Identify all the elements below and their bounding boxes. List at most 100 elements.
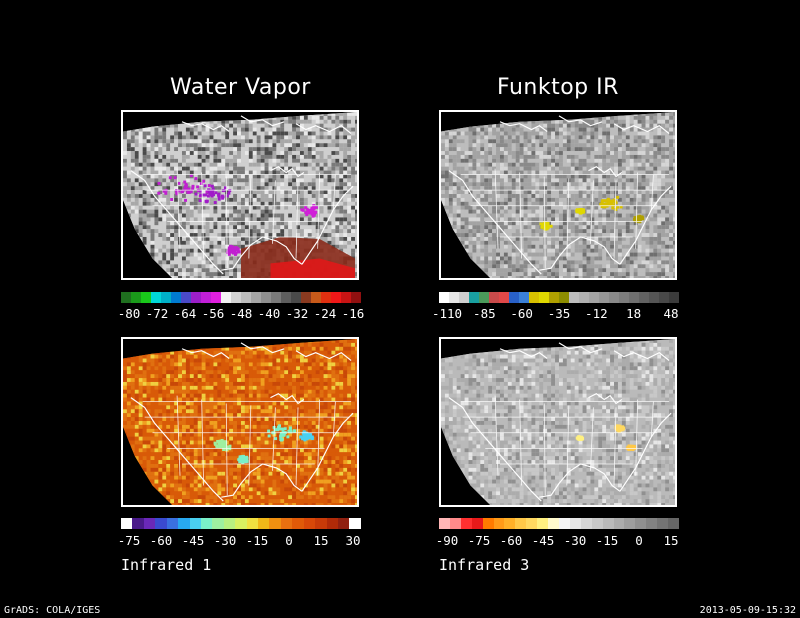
ticks-infrared-1: -75 -60 -45 -30 -15 0 15 30 [117, 533, 361, 549]
colorbar-tick-label: -48 [229, 306, 253, 321]
colorbar-swatch [529, 292, 539, 303]
colorbar-tick-label: -12 [585, 306, 608, 321]
colorbar-swatch [569, 518, 581, 529]
colorbar-swatch [211, 292, 221, 303]
colorbar-swatch [519, 292, 529, 303]
colorbar-swatch [449, 518, 461, 529]
colorbar-swatch [271, 292, 281, 303]
colorbar-swatch [493, 518, 505, 529]
colorbar-swatch [639, 292, 649, 303]
colorbar-swatch [609, 292, 619, 303]
colorbar-swatch [231, 292, 241, 303]
colorbar-swatch [131, 292, 141, 303]
colorbar-swatch [251, 292, 261, 303]
colorbar-swatch [171, 292, 181, 303]
colorbar-swatch [548, 518, 559, 529]
colorbar-tick-label: -85 [473, 306, 496, 321]
colorbar-swatch [649, 292, 659, 303]
colorbar-swatch [301, 292, 311, 303]
colorbar-swatch [471, 518, 483, 529]
panel-title-funktop-ir: Funktop IR [497, 75, 619, 100]
colorbar-infrared-1 [121, 518, 361, 529]
ticks-infrared-3: -90 -75 -60 -45 -30 -15 0 15 [435, 533, 679, 549]
colorbar-swatch [223, 518, 236, 529]
colorbar-swatch [269, 518, 281, 529]
colorbar-tick-label: -30 [213, 533, 237, 548]
colorbar-swatch [303, 518, 316, 529]
map-infrared-3 [441, 339, 675, 505]
colorbar-swatch [191, 292, 201, 303]
colorbar-swatch [624, 518, 636, 529]
colorbar-swatch [599, 292, 609, 303]
colorbar-swatch [166, 518, 179, 529]
colorbar-swatch [281, 292, 291, 303]
colorbar-tick-label: -45 [531, 533, 555, 548]
ticks-water-vapor: -80 -72 -64 -56 -48 -40 -32 -24 -16 [118, 306, 365, 322]
map-panel-water-vapor [121, 110, 359, 280]
colorbar-swatch [132, 518, 144, 529]
colorbar-swatch [121, 292, 131, 303]
colorbar-swatch [439, 292, 449, 303]
colorbar-tick-label: 15 [313, 533, 329, 548]
colorbar-tick-label: 0 [635, 533, 643, 548]
colorbar-swatch [669, 292, 679, 303]
colorbar-swatch [241, 292, 251, 303]
colorbar-tick-label: -72 [145, 306, 169, 321]
colorbar-swatch [602, 518, 614, 529]
colorbar-swatch [291, 292, 301, 303]
colorbar-swatch [349, 518, 361, 529]
colorbar-tick-label: -15 [245, 533, 269, 548]
map-water-vapor [123, 112, 357, 278]
footer-timestamp: 2013-05-09-15:32 [699, 605, 796, 616]
colorbar-swatch [629, 292, 639, 303]
colorbar-swatch [579, 292, 589, 303]
colorbar-swatch [246, 518, 259, 529]
colorbar-swatch [569, 292, 579, 303]
colorbar-swatch [338, 518, 350, 529]
colorbar-swatch [161, 292, 171, 303]
colorbar-swatch [539, 292, 549, 303]
colorbar-tick-label: -24 [313, 306, 337, 321]
colorbar-swatch [280, 518, 293, 529]
map-infrared-1 [123, 339, 357, 505]
colorbar-tick-label: -60 [149, 533, 173, 548]
colorbar-swatch [499, 292, 509, 303]
colorbar-swatch [549, 292, 559, 303]
map-panel-funktop-ir [439, 110, 677, 280]
colorbar-swatch [515, 518, 527, 529]
colorbar-tick-label: -75 [117, 533, 141, 548]
colorbar-swatch [201, 292, 211, 303]
colorbar-swatch [151, 292, 161, 303]
colorbar-swatch [646, 518, 658, 529]
colorbar-swatch [331, 292, 341, 303]
colorbar-swatch [341, 292, 351, 303]
colorbar-swatch [143, 518, 156, 529]
colorbar-tick-label: -15 [595, 533, 619, 548]
colorbar-tick-label: -60 [499, 533, 523, 548]
colorbar-tick-label: -90 [435, 533, 459, 548]
colorbar-tick-label: -60 [510, 306, 533, 321]
ticks-funktop-ir: -110 -85 -60 -35 -12 18 48 [432, 306, 679, 322]
colorbar-swatch [221, 292, 231, 303]
colorbar-swatch [351, 292, 361, 303]
colorbar-funktop-ir [439, 292, 679, 303]
colorbar-tick-label: -30 [563, 533, 587, 548]
colorbar-tick-label: 0 [285, 533, 293, 548]
colorbar-tick-label: -110 [431, 306, 463, 321]
colorbar-swatch [311, 292, 321, 303]
colorbar-swatch [121, 518, 133, 529]
colorbar-water-vapor [121, 292, 361, 303]
colorbar-swatch [509, 292, 519, 303]
map-funktop-ir [441, 112, 675, 278]
colorbar-swatch [591, 518, 603, 529]
colorbar-swatch [459, 292, 469, 303]
colorbar-swatch [537, 518, 549, 529]
colorbar-tick-label: 18 [626, 306, 642, 321]
panel-title-water-vapor: Water Vapor [170, 75, 311, 100]
colorbar-swatch [657, 518, 669, 529]
colorbar-swatch [482, 518, 494, 529]
colorbar-tick-label: -35 [547, 306, 571, 321]
colorbar-swatch [526, 518, 538, 529]
colorbar-swatch [200, 518, 213, 529]
